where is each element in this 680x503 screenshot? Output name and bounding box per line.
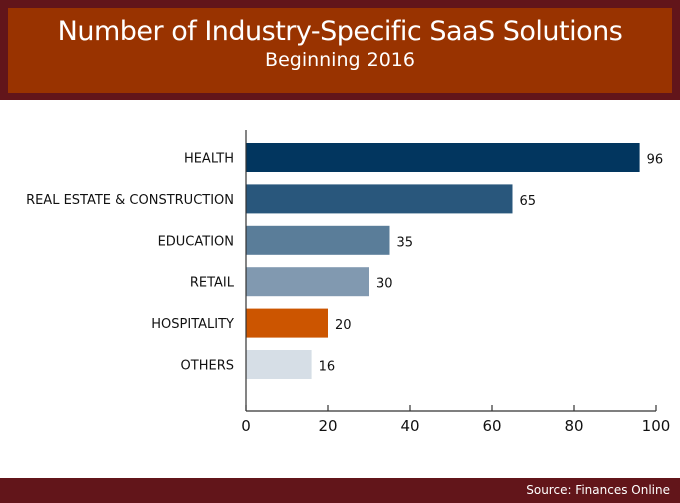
category-label: OTHERS — [181, 359, 234, 374]
bar-0 — [246, 143, 640, 172]
x-tick-label: 100 — [642, 417, 671, 435]
category-label: REAL ESTATE & CONSTRUCTION — [26, 193, 234, 208]
x-tick-label: 80 — [564, 417, 583, 435]
header-inner: Number of Industry-Specific SaaS Solutio… — [8, 8, 672, 93]
category-label: EDUCATION — [158, 234, 234, 249]
category-label: HOSPITALITY — [151, 317, 234, 332]
bar-3 — [246, 267, 369, 297]
data-label: 96 — [647, 153, 664, 168]
data-label: 30 — [376, 277, 393, 292]
chart-subtitle: Beginning 2016 — [265, 49, 415, 71]
bar-2 — [246, 225, 390, 255]
source-text: Source: Finances Online — [526, 483, 670, 497]
data-label: 35 — [397, 235, 414, 250]
data-label: 20 — [335, 318, 352, 333]
data-label: 16 — [319, 360, 336, 375]
bar-5 — [246, 350, 312, 379]
x-tick-label: 0 — [241, 417, 251, 435]
chart-title: Number of Industry-Specific SaaS Solutio… — [57, 16, 623, 47]
bar-4 — [246, 308, 328, 338]
x-tick-label: 20 — [318, 417, 337, 435]
bar-1 — [246, 184, 513, 214]
header-banner: Number of Industry-Specific SaaS Solutio… — [0, 0, 680, 100]
x-tick-label: 40 — [400, 417, 419, 435]
x-tick-label: 60 — [482, 417, 501, 435]
data-label: 65 — [520, 194, 537, 209]
category-label: HEALTH — [184, 152, 234, 167]
category-label: RETAIL — [190, 276, 235, 291]
footer-bar: Source: Finances Online — [0, 478, 680, 503]
